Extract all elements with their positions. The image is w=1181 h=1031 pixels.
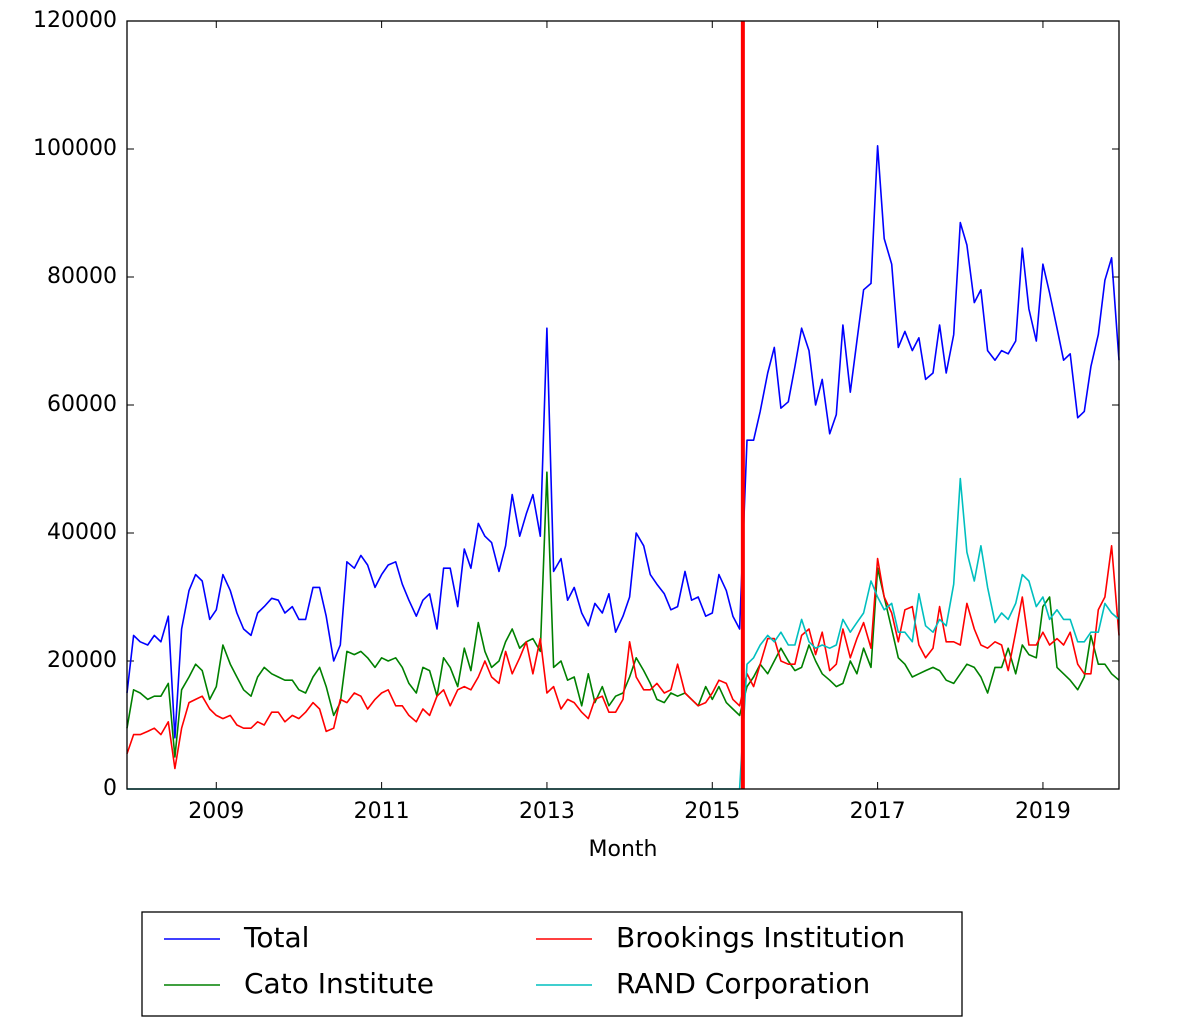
x-tick-label: 2013 — [519, 799, 575, 824]
plot-frame — [126, 20, 1120, 790]
legend-label: Brookings Institution — [616, 921, 905, 954]
x-tick-label: 2011 — [354, 799, 410, 824]
legend-label: Total — [243, 921, 309, 954]
x-tick-label: 2019 — [1015, 799, 1071, 824]
x-tick-label: 2015 — [684, 799, 740, 824]
x-tick-label: 2017 — [850, 799, 906, 824]
legend-label: Cato Institute — [244, 967, 434, 1000]
y-tick-label: 80000 — [47, 264, 117, 289]
legend-box — [141, 911, 963, 1017]
series-line — [127, 477, 1120, 790]
legend-label: RAND Corporation — [616, 967, 870, 1000]
y-tick-label: 100000 — [33, 136, 117, 161]
y-tick-label: 120000 — [33, 8, 117, 33]
x-axis-label: Month — [589, 837, 658, 862]
series-line — [126, 545, 1120, 770]
series-line — [126, 145, 1120, 739]
y-tick-label: 40000 — [47, 520, 117, 545]
x-tick-label: 2009 — [188, 799, 244, 824]
y-tick-label: 60000 — [47, 392, 117, 417]
y-tick-label: 20000 — [47, 648, 117, 673]
y-tick-label: 0 — [103, 776, 117, 801]
